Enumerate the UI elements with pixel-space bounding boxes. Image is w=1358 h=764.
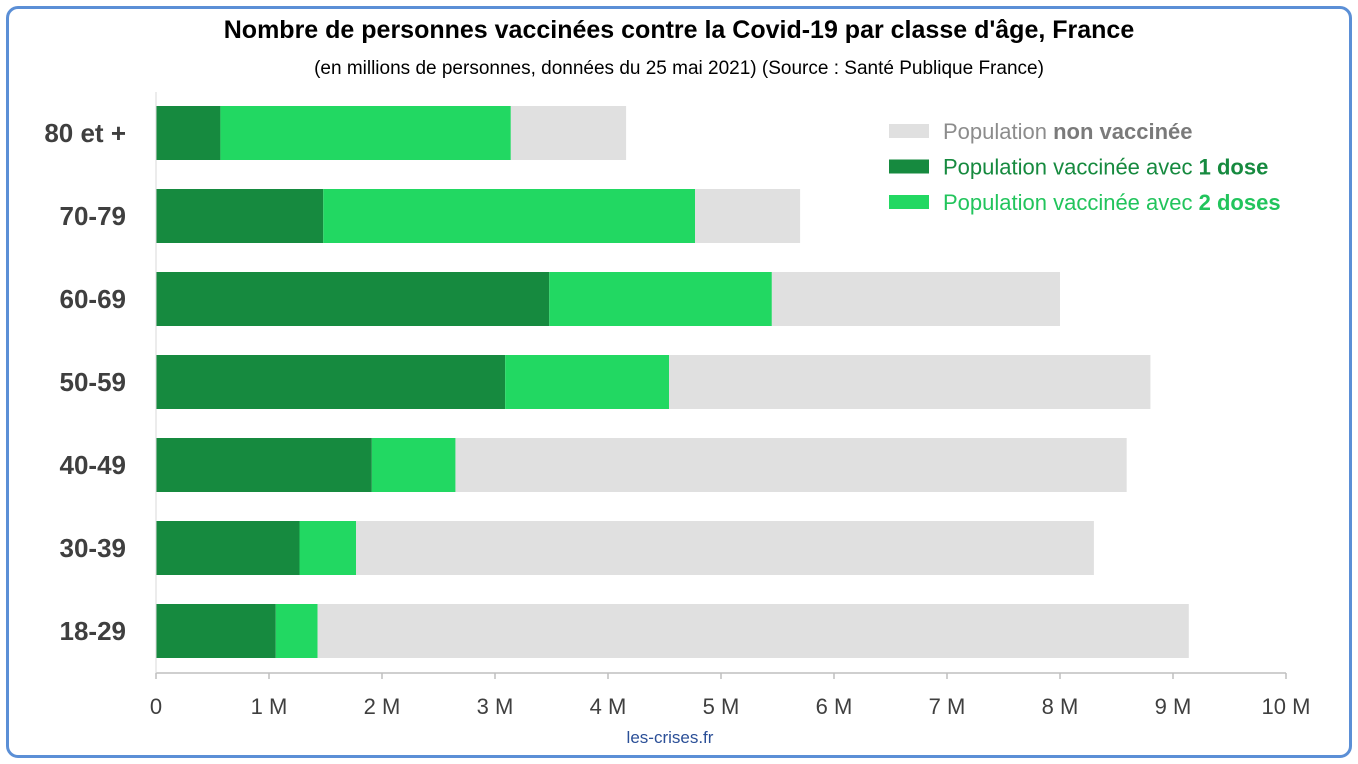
bar-dose1-3 xyxy=(156,355,506,409)
category-label-6: 18-29 xyxy=(60,616,127,646)
bar-dose1-0 xyxy=(156,106,221,160)
bar-non-1 xyxy=(695,189,801,243)
bar-non-5 xyxy=(356,521,1094,575)
legend-label-dose1: Population vaccinée avec 1 dose xyxy=(943,155,1268,180)
x-tick-label-0: 0 xyxy=(150,694,162,719)
x-tick-label-9: 9 M xyxy=(1155,694,1192,719)
legend-swatch-non xyxy=(889,124,929,138)
category-label-0: 80 et + xyxy=(44,118,126,148)
x-tick-label-6: 6 M xyxy=(816,694,853,719)
bar-non-2 xyxy=(771,272,1060,326)
bar-dose2-3 xyxy=(505,355,670,409)
category-label-2: 60-69 xyxy=(60,284,127,314)
x-tick-label-4: 4 M xyxy=(590,694,627,719)
bar-dose1-1 xyxy=(156,189,324,243)
bar-non-3 xyxy=(669,355,1151,409)
bar-dose2-1 xyxy=(323,189,696,243)
legend: Population non vaccinée Population vaccin… xyxy=(889,119,1281,215)
bar-dose2-0 xyxy=(220,106,511,160)
bar-dose2-6 xyxy=(275,604,318,658)
category-label-3: 50-59 xyxy=(60,367,127,397)
bar-dose2-5 xyxy=(299,521,357,575)
category-labels: 80 et + 70-79 60-69 50-59 40-49 30-39 18-29 xyxy=(44,118,126,646)
x-tick-label-2: 2 M xyxy=(364,694,401,719)
bar-non-0 xyxy=(510,106,627,160)
x-tick-label-1: 1 M xyxy=(251,694,288,719)
legend-label-dose2: Population vaccinée avec 2 doses xyxy=(943,190,1281,215)
bar-non-6 xyxy=(317,604,1189,658)
legend-swatch-dose2 xyxy=(889,195,929,209)
chart-title: Nombre de personnes vaccinées contre la … xyxy=(223,16,1135,44)
bar-dose1-4 xyxy=(156,438,372,492)
bars-group xyxy=(156,106,1189,658)
category-label-1: 70-79 xyxy=(60,201,127,231)
category-label-5: 30-39 xyxy=(60,533,127,563)
legend-label-non: Population non vaccinée xyxy=(943,119,1192,144)
legend-swatch-dose1 xyxy=(889,159,929,174)
bar-dose2-4 xyxy=(371,438,456,492)
x-tick-label-8: 8 M xyxy=(1042,694,1079,719)
footer-source: les-crises.fr xyxy=(626,728,714,747)
chart-subtitle: (en millions de personnes, données du 25… xyxy=(314,58,1044,79)
bar-non-4 xyxy=(455,438,1127,492)
x-tick-label-10: 10 M xyxy=(1262,694,1311,719)
x-tick-label-5: 5 M xyxy=(703,694,740,719)
x-tick-label-7: 7 M xyxy=(929,694,966,719)
category-label-4: 40-49 xyxy=(60,450,127,480)
bar-dose1-2 xyxy=(156,272,550,326)
bar-dose2-2 xyxy=(549,272,772,326)
x-axis: 0 1 M 2 M 3 M 4 M 5 M 6 M 7 M 8 M 9 M 10 M xyxy=(150,92,1311,719)
x-tick-label-3: 3 M xyxy=(477,694,514,719)
bar-dose1-5 xyxy=(156,521,300,575)
bar-dose1-6 xyxy=(156,604,276,658)
